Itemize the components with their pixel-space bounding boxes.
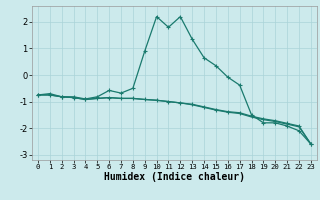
X-axis label: Humidex (Indice chaleur): Humidex (Indice chaleur) xyxy=(104,172,245,182)
